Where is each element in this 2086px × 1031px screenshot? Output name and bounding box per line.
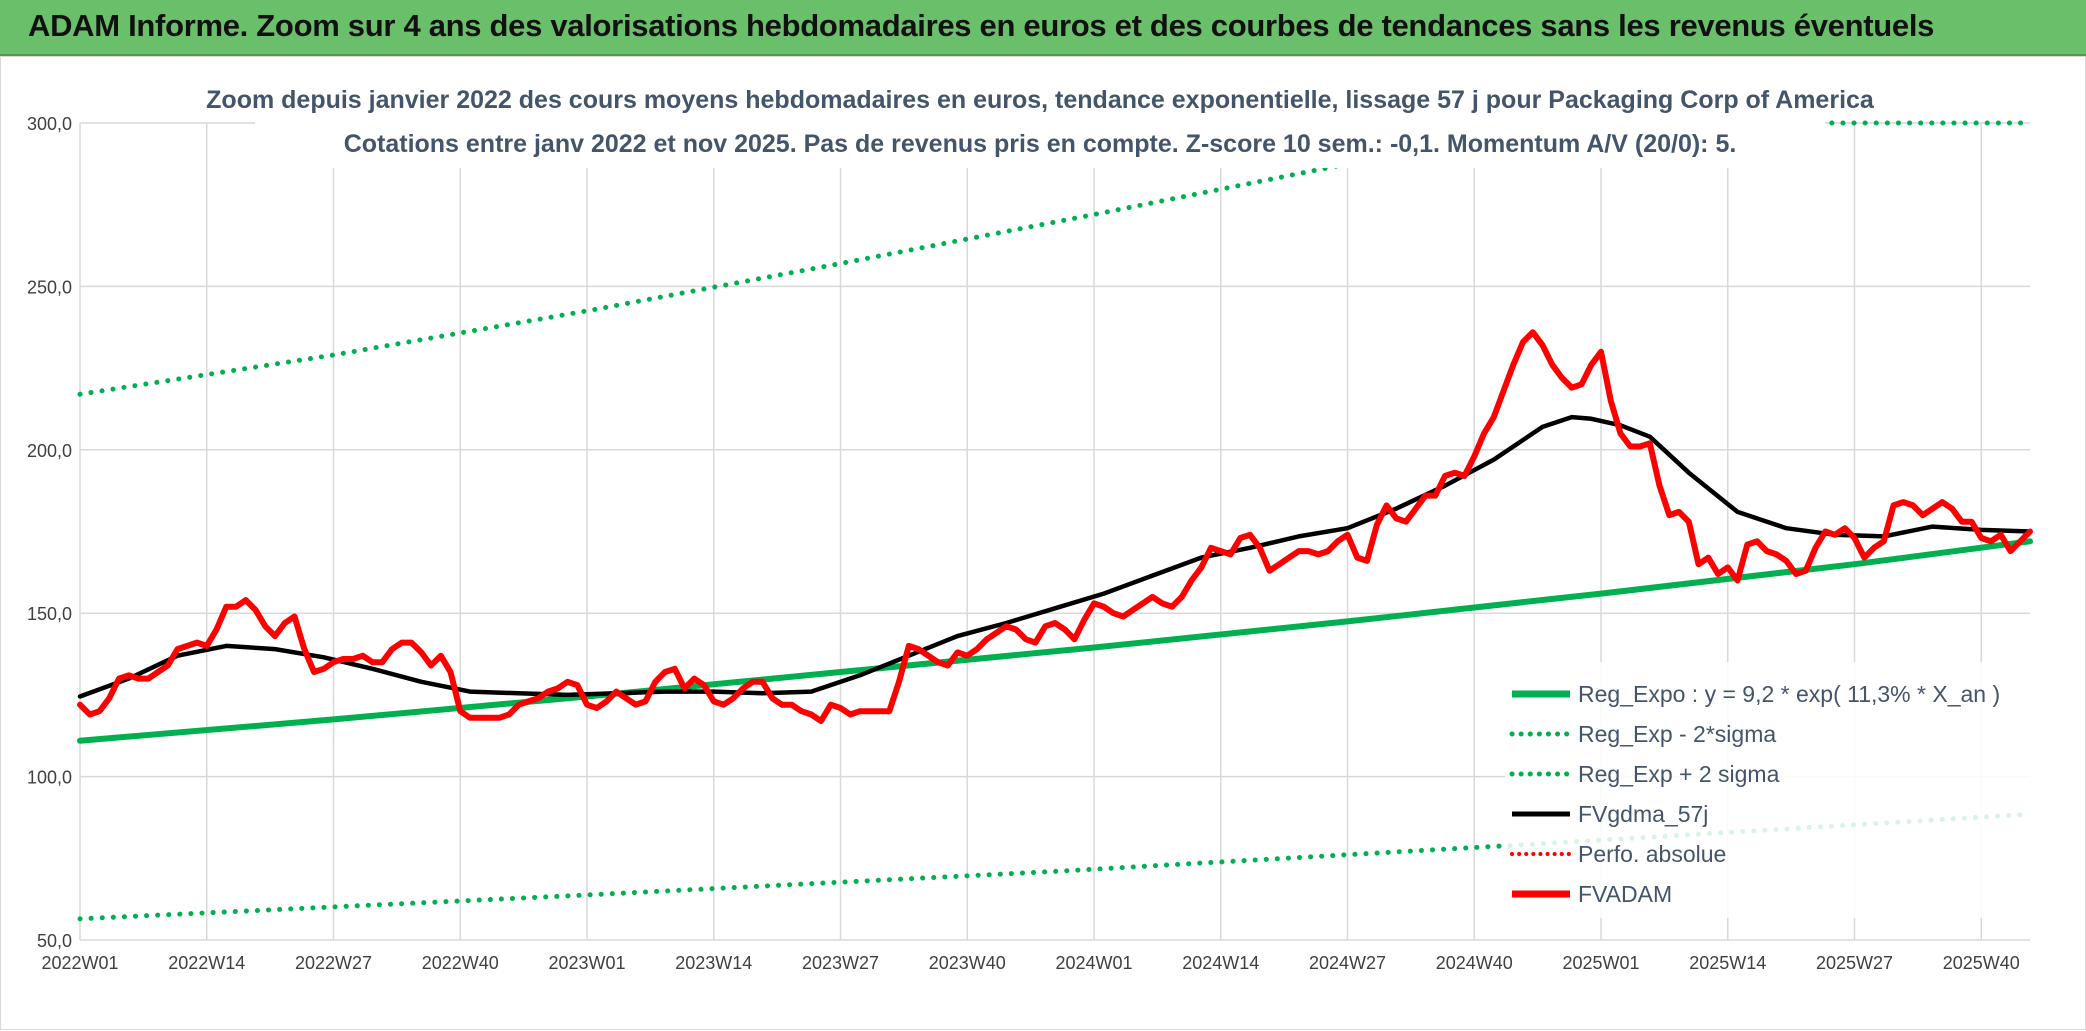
x-axis-ticks: 2022W01 2022W14 2022W27 2022W40 2023W01 2023W… [41, 953, 2019, 973]
chart-title-line1: Zoom depuis janvier 2022 des cours moyen… [206, 86, 1875, 114]
report-header: ADAM Informe. Zoom sur 4 ans des valoris… [0, 0, 2086, 56]
x-tick-label: 2022W14 [168, 953, 245, 973]
x-tick-label: 2022W40 [422, 953, 499, 973]
series-reg-exp-2-sigma [77, 120, 2033, 397]
series-fvgdma-57j [77, 414, 2033, 699]
chart-title-line2: Cotations entre janv 2022 et nov 2025. P… [344, 130, 1737, 158]
y-tick-label: 200,0 [27, 441, 72, 461]
x-tick-label: 2025W40 [1943, 953, 2020, 973]
x-tick-label: 2024W14 [1182, 953, 1259, 973]
y-tick-label: 100,0 [27, 768, 72, 788]
x-tick-label: 2024W27 [1309, 953, 1386, 973]
series-reg-expo [77, 538, 2033, 744]
y-tick-label: 50,0 [37, 931, 72, 951]
legend: Reg_Expo : y = 9,2 * exp( 11,3% * X_an )… [1505, 662, 2035, 918]
y-tick-label: 300,0 [27, 114, 72, 134]
x-tick-label: 2023W14 [675, 953, 752, 973]
x-tick-label: 2025W27 [1816, 953, 1893, 973]
x-tick-label: 2024W40 [1436, 953, 1513, 973]
x-tick-label: 2023W27 [802, 953, 879, 973]
x-tick-label: 2025W14 [1689, 953, 1766, 973]
x-tick-label: 2023W01 [548, 953, 625, 973]
report-title: ADAM Informe. Zoom sur 4 ans des valoris… [28, 8, 1935, 43]
x-tick-label: 2023W40 [929, 953, 1006, 973]
legend-label-fvgdma: FVgdma_57j [1578, 801, 1708, 827]
legend-label-reg-exp-minus: Reg_Exp - 2*sigma [1578, 721, 1776, 747]
y-tick-label: 250,0 [27, 277, 72, 297]
legend-label-perfo: Perfo. absolue [1578, 841, 1726, 867]
x-tick-label: 2025W01 [1562, 953, 1639, 973]
series-reg-exp-2-sigma [77, 811, 2033, 922]
title-background [255, 80, 1825, 168]
legend-label-fvadam: FVADAM [1578, 881, 1672, 907]
y-axis-ticks: 50,0 100,0 150,0 200,0 250,0 300,0 [27, 114, 72, 951]
series-fvadam [77, 329, 2033, 724]
legend-background [1505, 662, 2035, 918]
series-layer [77, 120, 2033, 922]
y-tick-label: 150,0 [27, 604, 72, 624]
legend-label-reg-exp-plus: Reg_Exp + 2 sigma [1578, 761, 1780, 787]
x-tick-label: 2022W27 [295, 953, 372, 973]
x-tick-label: 2024W01 [1055, 953, 1132, 973]
x-tick-label: 2022W01 [41, 953, 118, 973]
legend-label-reg-expo: Reg_Expo : y = 9,2 * exp( 11,3% * X_an ) [1578, 681, 2000, 707]
